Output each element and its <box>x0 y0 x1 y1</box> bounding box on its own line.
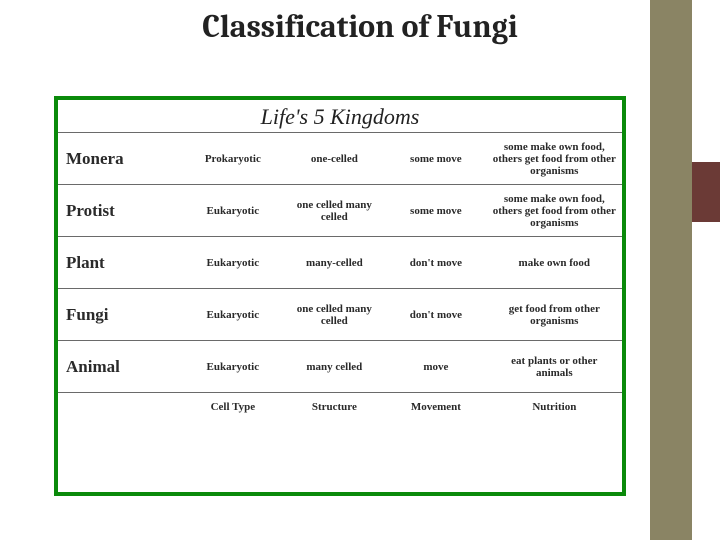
footer-movement: Movement <box>385 393 487 421</box>
table-row: Monera Prokaryotic one-celled some move … <box>58 133 622 185</box>
cell-type: Eukaryotic <box>182 185 284 237</box>
table-row: Protist Eukaryotic one celled many celle… <box>58 185 622 237</box>
sidebar-stripe <box>650 0 692 540</box>
cell-type: Eukaryotic <box>182 289 284 341</box>
table-row: Plant Eukaryotic many-celled don't move … <box>58 237 622 289</box>
nutrition: get food from other organisms <box>487 289 622 341</box>
movement: move <box>385 341 487 393</box>
kingdom-name: Fungi <box>58 289 182 341</box>
structure: many celled <box>284 341 386 393</box>
kingdom-name: Plant <box>58 237 182 289</box>
footer-blank <box>58 393 182 421</box>
kingdom-name: Monera <box>58 133 182 185</box>
movement: don't move <box>385 237 487 289</box>
table-row: Animal Eukaryotic many celled move eat p… <box>58 341 622 393</box>
movement: some move <box>385 185 487 237</box>
movement: some move <box>385 133 487 185</box>
footer-structure: Structure <box>284 393 386 421</box>
structure: one celled many celled <box>284 185 386 237</box>
kingdoms-table-wrap: Life's 5 Kingdoms Monera Prokaryotic one… <box>54 96 626 496</box>
nutrition: eat plants or other animals <box>487 341 622 393</box>
structure: many-celled <box>284 237 386 289</box>
slide-title: Classification of Fungi <box>0 8 720 45</box>
cell-type: Eukaryotic <box>182 237 284 289</box>
footer-nutrition: Nutrition <box>487 393 622 421</box>
nutrition: some make own food, others get food from… <box>487 133 622 185</box>
table-title: Life's 5 Kingdoms <box>58 100 622 132</box>
footer-cell-type: Cell Type <box>182 393 284 421</box>
movement: don't move <box>385 289 487 341</box>
kingdom-name: Protist <box>58 185 182 237</box>
cell-type: Prokaryotic <box>182 133 284 185</box>
table-footer-row: Cell Type Structure Movement Nutrition <box>58 393 622 421</box>
accent-block <box>692 162 720 222</box>
table-row: Fungi Eukaryotic one celled many celled … <box>58 289 622 341</box>
cell-type: Eukaryotic <box>182 341 284 393</box>
nutrition: make own food <box>487 237 622 289</box>
nutrition: some make own food, others get food from… <box>487 185 622 237</box>
kingdom-name: Animal <box>58 341 182 393</box>
structure: one-celled <box>284 133 386 185</box>
structure: one celled many celled <box>284 289 386 341</box>
kingdoms-table: Monera Prokaryotic one-celled some move … <box>58 132 622 421</box>
